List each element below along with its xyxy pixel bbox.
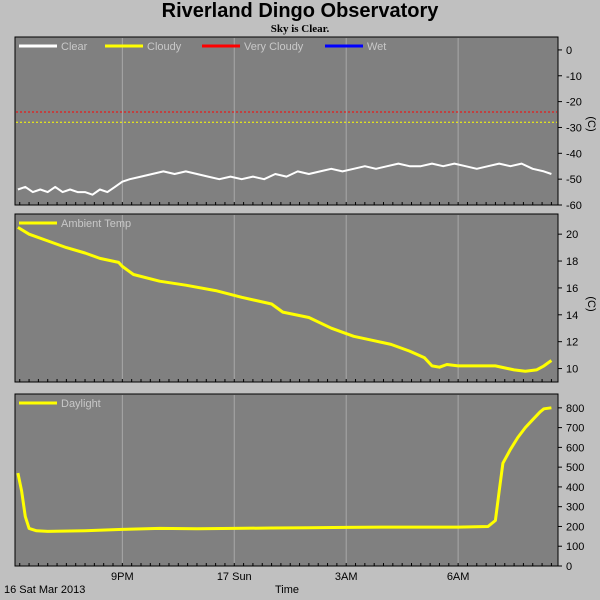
daylight-yticks: 800 700 600 500 400 300 200 100 0: [558, 403, 584, 573]
sky-status: Sky is Clear.: [270, 23, 330, 35]
y-tick-label: -50: [566, 174, 582, 186]
y-tick-label: 200: [566, 521, 584, 533]
ambient-grid: [19, 215, 552, 382]
ambient-plot-area: [14, 213, 559, 383]
y-tick-label: 600: [566, 442, 584, 454]
y-tick-label: 0: [566, 45, 572, 57]
y-tick-label: 18: [566, 256, 578, 268]
y-tick-label: 12: [566, 337, 578, 349]
y-tick-label: -30: [566, 122, 582, 134]
y-tick-label: 16: [566, 283, 578, 295]
cloud-panel: Clear Cloudy Very Cloudy Wet 0 -10 -20 -30 -40 -…: [14, 36, 597, 212]
legend-label: Very Cloudy: [244, 41, 304, 53]
x-tick-label: 6AM: [447, 571, 470, 583]
legend-label: Cloudy: [147, 41, 182, 53]
cloud-yticks: 0 -10 -20 -30 -40 -50 -60: [558, 45, 582, 212]
cloud-grid: [19, 38, 552, 205]
series-line: [17, 162, 552, 196]
page-title: Riverland Dingo Observatory: [161, 0, 439, 22]
y-tick-label: -10: [566, 71, 582, 83]
ambient-ylabel: (C): [585, 296, 597, 311]
y-tick-label: 10: [566, 364, 578, 376]
legend-label: Wet: [367, 41, 386, 53]
y-tick-label: -40: [566, 148, 582, 160]
legend-label: Ambient Temp: [61, 218, 131, 230]
footer-date: 16 Sat Mar 2013: [4, 584, 85, 596]
legend-label: Daylight: [61, 398, 101, 410]
ambient-yticks: 20 18 16 14 12 10: [558, 229, 578, 376]
y-tick-label: 800: [566, 403, 584, 415]
daylight-panel: Daylight 800 700 600 500 400 300 200 100 0: [14, 393, 584, 573]
cloud-ylabel: (C): [585, 116, 597, 131]
x-axis-ticks: 9PM 17 Sun 3AM 6AM: [111, 571, 469, 583]
y-tick-label: -60: [566, 200, 582, 212]
y-tick-label: 500: [566, 462, 584, 474]
daylight-plot-area: [14, 393, 559, 567]
daylight-grid: [19, 395, 552, 566]
daylight-series: [16, 406, 552, 533]
y-tick-label: 700: [566, 423, 584, 435]
y-tick-label: 400: [566, 482, 584, 494]
ambient-panel: Ambient Temp 20 18 16 14 12 10 (C): [14, 213, 597, 383]
x-tick-label: 3AM: [335, 571, 358, 583]
x-axis-label: Time: [275, 584, 299, 596]
series-line: [16, 406, 552, 533]
ambient-series: [17, 226, 553, 373]
y-tick-label: -20: [566, 97, 582, 109]
cloud-legend: Clear Cloudy Very Cloudy Wet: [19, 41, 386, 53]
x-tick-label: 17 Sun: [217, 571, 252, 583]
y-tick-label: 100: [566, 541, 584, 553]
legend-label: Clear: [61, 41, 88, 53]
y-tick-label: 300: [566, 502, 584, 514]
y-tick-label: 0: [566, 561, 572, 573]
y-tick-label: 20: [566, 229, 578, 241]
cloud-plot-area: [14, 36, 559, 206]
series-line: [17, 226, 553, 373]
x-tick-label: 9PM: [111, 571, 134, 583]
daylight-legend: Daylight: [19, 398, 101, 410]
y-tick-label: 14: [566, 310, 578, 322]
ambient-legend: Ambient Temp: [19, 218, 131, 230]
cloud-series: [17, 162, 552, 196]
